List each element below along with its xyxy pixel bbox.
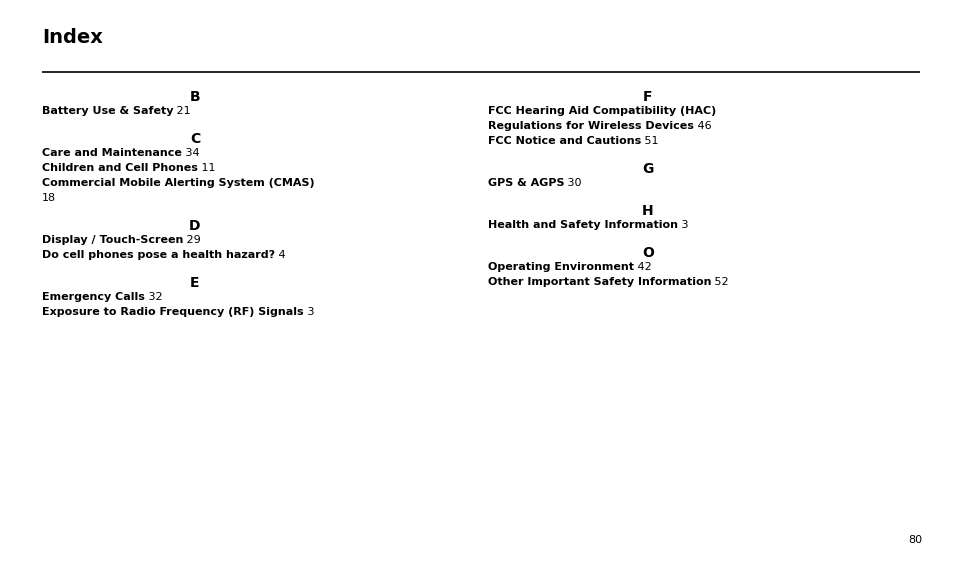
- Text: 52: 52: [711, 277, 728, 287]
- Text: H: H: [641, 204, 653, 218]
- Text: Battery Use & Safety: Battery Use & Safety: [42, 106, 173, 116]
- Text: 21: 21: [173, 106, 191, 116]
- Text: 29: 29: [183, 235, 201, 245]
- Text: Display / Touch-Screen: Display / Touch-Screen: [42, 235, 183, 245]
- Text: Index: Index: [42, 28, 103, 47]
- Text: Regulations for Wireless Devices: Regulations for Wireless Devices: [488, 121, 693, 131]
- Text: Operating Environment: Operating Environment: [488, 262, 634, 272]
- Text: FCC Hearing Aid Compatibility (HAC): FCC Hearing Aid Compatibility (HAC): [488, 106, 716, 116]
- Text: Emergency Calls: Emergency Calls: [42, 292, 145, 302]
- Text: F: F: [642, 90, 652, 104]
- Text: 4: 4: [274, 250, 286, 260]
- Text: Other Important Safety Information: Other Important Safety Information: [488, 277, 711, 287]
- Text: 51: 51: [640, 136, 659, 146]
- Text: 3: 3: [303, 307, 314, 317]
- Text: FCC Notice and Cautions: FCC Notice and Cautions: [488, 136, 640, 146]
- Text: D: D: [189, 219, 200, 233]
- Text: Exposure to Radio Frequency (RF) Signals: Exposure to Radio Frequency (RF) Signals: [42, 307, 303, 317]
- Text: O: O: [641, 246, 653, 260]
- Text: C: C: [190, 132, 200, 146]
- Text: 11: 11: [197, 163, 215, 173]
- Text: B: B: [190, 90, 200, 104]
- Text: GPS & AGPS: GPS & AGPS: [488, 178, 564, 188]
- Text: 18: 18: [42, 193, 56, 203]
- Text: 34: 34: [182, 148, 199, 158]
- Text: Health and Safety Information: Health and Safety Information: [488, 220, 678, 230]
- Text: Do cell phones pose a health hazard?: Do cell phones pose a health hazard?: [42, 250, 274, 260]
- Text: E: E: [190, 276, 199, 290]
- Text: 42: 42: [634, 262, 651, 272]
- Text: Children and Cell Phones: Children and Cell Phones: [42, 163, 197, 173]
- Text: Care and Maintenance: Care and Maintenance: [42, 148, 182, 158]
- Text: 30: 30: [564, 178, 581, 188]
- Text: 46: 46: [693, 121, 711, 131]
- Text: 3: 3: [678, 220, 688, 230]
- Text: Commercial Mobile Alerting System (CMAS): Commercial Mobile Alerting System (CMAS): [42, 178, 314, 188]
- Text: 80: 80: [907, 535, 922, 545]
- Text: G: G: [641, 162, 653, 176]
- Text: 32: 32: [145, 292, 162, 302]
